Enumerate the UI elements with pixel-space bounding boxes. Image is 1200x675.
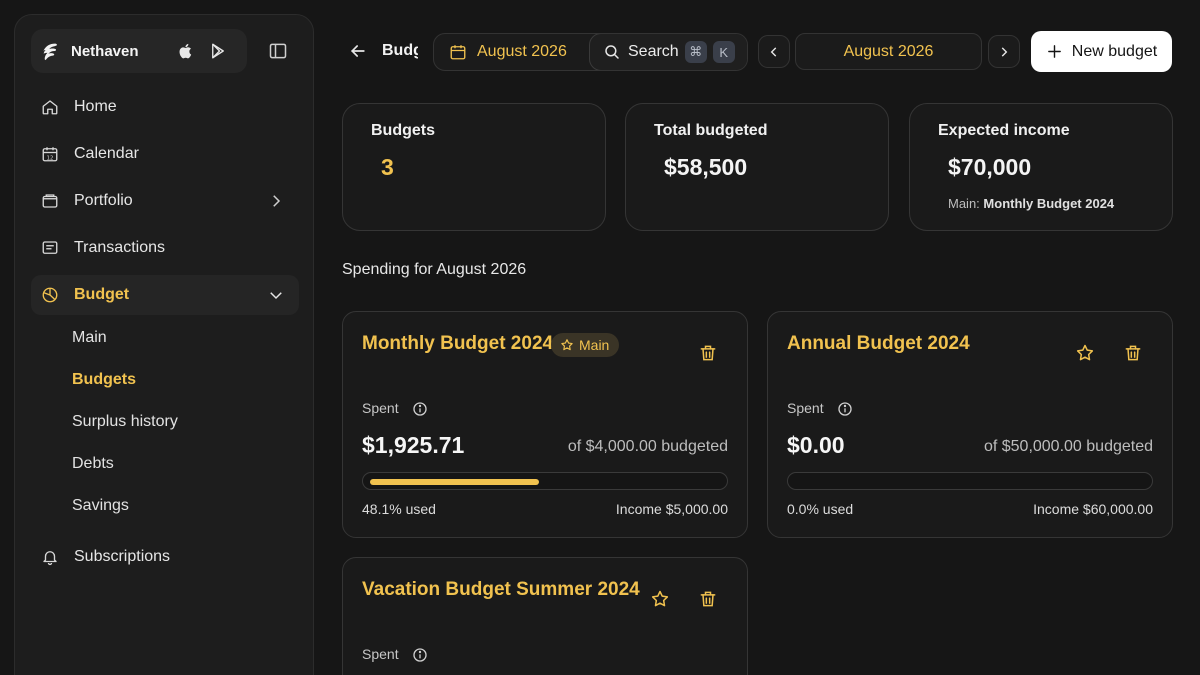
stat-card-expected-income: Expected income $70,000 Main: Monthly Bu… [909, 103, 1173, 231]
search-button[interactable]: Search ⌘ K [589, 34, 747, 70]
search-label: Search [628, 43, 679, 60]
info-icon[interactable] [412, 401, 428, 417]
trash-icon[interactable] [698, 343, 718, 363]
sidebar-subitem-surplus-history[interactable]: Surplus history [72, 413, 178, 430]
sidebar-subitem-budgets[interactable]: Budgets [72, 371, 136, 388]
shortcut-key-command: ⌘ [684, 41, 707, 63]
chevron-left-icon [770, 46, 777, 57]
chevron-right-icon [1001, 46, 1008, 57]
sidebar-item-home[interactable]: Home [31, 87, 299, 127]
previous-month-button[interactable] [758, 35, 790, 68]
date-picker-label: August 2026 [477, 43, 567, 60]
budget-name[interactable]: Annual Budget 2024 [787, 333, 970, 354]
spent-label: Spent [362, 646, 399, 662]
brand-name: Nethaven [71, 42, 139, 60]
main-badge: Main [551, 333, 620, 357]
sidebar-item-label: Home [74, 98, 117, 115]
star-icon [561, 339, 573, 351]
spent-value: $1,925.71 [362, 432, 465, 458]
sidebar: Nethaven Home 12 Calendar [14, 14, 314, 675]
sidebar-item-calendar[interactable]: 12 Calendar [31, 134, 299, 174]
spent-value: $0.00 [787, 432, 845, 458]
sidebar-item-label: Transactions [74, 239, 165, 256]
wallet-icon [42, 194, 58, 208]
brand-logo-icon [42, 43, 57, 61]
budget-card[interactable]: Annual Budget 2024 Spent $0.00 of $50,00… [767, 311, 1173, 538]
progress-bar [362, 472, 728, 490]
chevron-right-icon [273, 195, 281, 207]
stat-value: 3 [381, 154, 394, 180]
calendar-icon [450, 45, 466, 60]
section-title: Spending for August 2026 [342, 261, 527, 278]
new-budget-button[interactable]: New budget [1031, 31, 1172, 72]
sidebar-item-subscriptions[interactable]: Subscriptions [31, 537, 299, 577]
stat-value: $70,000 [948, 154, 1032, 180]
sidebar-item-label: Calendar [74, 145, 139, 162]
apple-icon[interactable] [177, 42, 195, 60]
play-store-icon[interactable] [209, 42, 227, 60]
stat-note-value: Monthly Budget 2024 [983, 196, 1115, 211]
search-icon [605, 45, 619, 59]
back-arrow-icon[interactable] [348, 41, 368, 61]
budgeted-amount: of $50,000.00 budgeted [983, 438, 1153, 455]
sidebar-item-label: Budget [74, 286, 130, 303]
page-title: Budgets [382, 42, 418, 59]
sidebar-item-label: Subscriptions [74, 548, 171, 565]
pie-chart-icon [42, 287, 58, 303]
stat-title: Total budgeted [654, 122, 768, 139]
date-picker[interactable]: August 2026 [434, 34, 590, 70]
info-icon[interactable] [837, 401, 853, 417]
trash-icon[interactable] [698, 589, 718, 609]
plus-icon [1047, 45, 1061, 58]
stat-note-label: Main: [948, 196, 980, 211]
date-search-group: August 2026 Search ⌘ K [433, 33, 748, 71]
sidebar-item-budget[interactable]: Budget [31, 275, 299, 315]
next-month-button[interactable] [988, 35, 1020, 68]
sidebar-subitem-debts[interactable]: Debts [72, 455, 114, 472]
bell-icon [43, 551, 57, 566]
budget-card[interactable]: Monthly Budget 2024 Main Spent $1,925.71… [342, 311, 748, 538]
progress-bar [787, 472, 1153, 490]
income-amount: Income $60,000.00 [1033, 501, 1153, 517]
sidebar-item-transactions[interactable]: Transactions [31, 228, 299, 268]
stat-card-budgets: Budgets 3 [342, 103, 606, 231]
stat-note: Main: Monthly Budget 2024 [948, 196, 1114, 211]
progress-fill [370, 479, 539, 485]
stat-card-total-budgeted: Total budgeted $58,500 [625, 103, 889, 231]
stat-value: $58,500 [664, 154, 748, 180]
main-badge-label: Main [579, 337, 610, 353]
stat-title: Expected income [938, 122, 1070, 139]
new-budget-label: New budget [1071, 42, 1158, 60]
used-percent: 0.0% used [787, 501, 854, 517]
sidebar-toggle-icon[interactable] [268, 41, 288, 61]
budget-card[interactable]: Vacation Budget Summer 2024 Spent [342, 557, 748, 675]
budgeted-amount: of $4,000.00 budgeted [567, 438, 728, 455]
sidebar-item-portfolio[interactable]: Portfolio [31, 181, 299, 221]
star-icon[interactable] [1075, 343, 1095, 363]
budget-name[interactable]: Monthly Budget 2024 [362, 333, 554, 354]
calendar-icon: 12 [42, 147, 58, 162]
income-amount: Income $5,000.00 [615, 501, 728, 517]
info-icon[interactable] [412, 647, 428, 663]
stat-title: Budgets [371, 122, 435, 139]
receipt-icon [42, 241, 58, 254]
shortcut-key-k: K [712, 41, 735, 63]
sidebar-item-label: Portfolio [74, 192, 133, 209]
star-icon[interactable] [650, 589, 670, 609]
month-selector[interactable]: August 2026 [795, 33, 982, 70]
budget-name[interactable]: Vacation Budget Summer 2024 [362, 579, 640, 600]
brand-pill[interactable]: Nethaven [31, 29, 247, 73]
sidebar-subitem-savings[interactable]: Savings [72, 497, 129, 514]
chevron-down-icon [270, 292, 282, 300]
sidebar-subitem-main[interactable]: Main [72, 329, 107, 346]
home-icon [42, 100, 58, 115]
trash-icon[interactable] [1123, 343, 1143, 363]
spent-label: Spent [787, 400, 824, 416]
svg-text:12: 12 [47, 155, 54, 161]
used-percent: 48.1% used [362, 501, 436, 517]
spent-label: Spent [362, 400, 399, 416]
